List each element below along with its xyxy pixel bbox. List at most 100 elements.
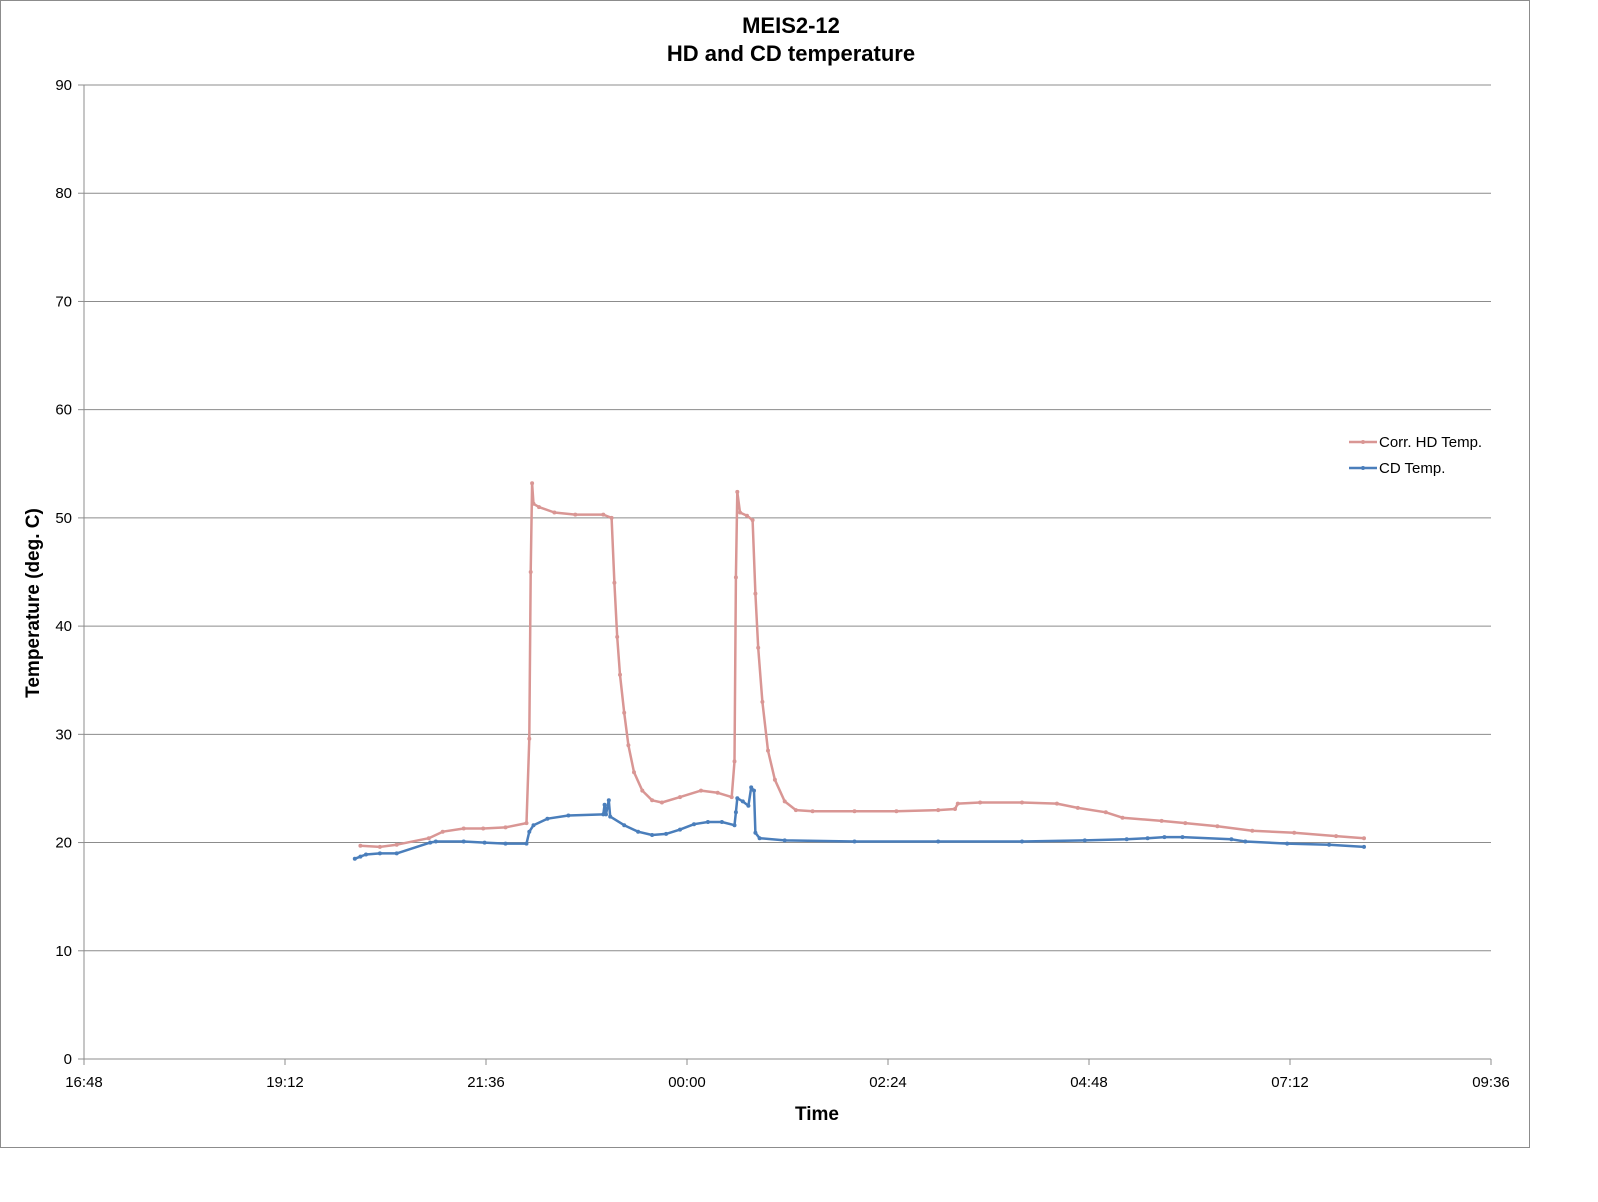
data-point xyxy=(1183,821,1188,826)
data-point xyxy=(612,580,617,585)
data-point xyxy=(753,591,758,596)
chart-frame: MEIS2-12 HD and CD temperature 0 10 20 30 40… xyxy=(0,0,1530,1148)
data-point xyxy=(622,710,627,715)
data-point xyxy=(530,481,535,486)
data-point xyxy=(440,829,445,834)
gridlines xyxy=(84,84,1491,952)
data-point xyxy=(531,823,536,828)
data-point xyxy=(602,802,607,807)
data-point xyxy=(753,830,758,835)
data-point xyxy=(377,844,382,849)
x-axis-title: Time xyxy=(795,1104,839,1125)
y-axis-title: Temperature (deg. C) xyxy=(23,508,44,698)
data-point xyxy=(650,798,655,803)
data-point xyxy=(601,512,606,517)
data-point xyxy=(604,812,608,817)
data-point xyxy=(936,808,941,813)
data-point xyxy=(1243,839,1248,844)
legend-label-corr-hd-temp: Corr. HD Temp. xyxy=(1379,434,1482,451)
data-point xyxy=(749,785,754,790)
data-point xyxy=(527,829,532,834)
y-tick-labels: 0 10 20 30 40 50 60 70 80 90 xyxy=(55,77,72,1068)
axes xyxy=(78,84,1492,1065)
data-point xyxy=(352,856,357,861)
data-point xyxy=(978,800,983,805)
data-point xyxy=(636,829,641,834)
data-point xyxy=(528,570,533,574)
data-point xyxy=(632,770,636,775)
data-point xyxy=(1075,805,1080,810)
data-point xyxy=(746,803,751,808)
data-point xyxy=(1229,837,1234,842)
data-point xyxy=(552,510,557,515)
data-point xyxy=(678,795,682,800)
data-point xyxy=(766,748,770,753)
data-point xyxy=(394,851,399,856)
data-point xyxy=(852,839,857,844)
data-point xyxy=(782,838,787,843)
chart-subtitle: HD and CD temperature xyxy=(667,41,915,66)
data-point xyxy=(608,814,613,819)
data-point xyxy=(1020,800,1024,805)
data-point xyxy=(566,813,571,818)
data-point xyxy=(1120,815,1125,820)
data-point xyxy=(732,823,737,828)
data-point xyxy=(524,841,529,846)
y-tick-label: 40 xyxy=(55,618,72,635)
series-cd-temp xyxy=(352,785,1366,861)
data-point xyxy=(852,809,857,814)
data-point xyxy=(537,505,541,510)
x-tick-label: 07:12 xyxy=(1271,1074,1309,1091)
series-corr-hd-temp xyxy=(358,481,1366,849)
data-point xyxy=(955,801,960,806)
data-point xyxy=(433,839,438,844)
data-point xyxy=(1054,801,1059,806)
data-point xyxy=(735,489,740,494)
data-point xyxy=(358,843,363,848)
data-point xyxy=(678,827,682,832)
legend: Corr. HD Temp. CD Temp. xyxy=(1349,434,1482,477)
data-point xyxy=(757,836,762,841)
data-point xyxy=(1215,824,1220,829)
data-point xyxy=(705,820,710,824)
x-tick-label: 21:36 xyxy=(467,1074,505,1091)
data-point xyxy=(615,634,620,639)
data-point xyxy=(750,518,755,523)
data-point xyxy=(936,839,941,844)
data-point xyxy=(461,826,466,831)
data-point xyxy=(482,840,487,845)
data-point xyxy=(1250,828,1255,833)
data-point xyxy=(531,501,536,506)
data-point xyxy=(1180,835,1185,840)
data-point xyxy=(732,759,737,764)
data-point xyxy=(428,840,433,845)
data-point xyxy=(756,645,761,650)
data-point xyxy=(545,816,550,821)
data-point xyxy=(481,826,486,831)
data-point xyxy=(573,512,578,517)
y-tick-label: 0 xyxy=(64,1051,72,1068)
data-point xyxy=(760,699,765,704)
data-point xyxy=(793,808,798,813)
data-point xyxy=(782,799,787,804)
data-point xyxy=(699,788,703,793)
y-tick-label: 50 xyxy=(55,510,72,527)
data-point xyxy=(719,820,724,824)
data-point xyxy=(426,836,431,841)
data-point xyxy=(752,788,756,793)
data-point xyxy=(894,809,899,814)
data-point xyxy=(740,799,745,804)
data-point xyxy=(735,796,740,801)
data-point xyxy=(738,510,742,515)
x-tick-label: 16:48 xyxy=(65,1074,103,1091)
data-point xyxy=(1103,810,1108,815)
data-point xyxy=(1145,836,1150,841)
series-layer xyxy=(352,481,1366,861)
data-point xyxy=(1020,839,1024,844)
y-tick-label: 30 xyxy=(55,726,72,743)
data-point xyxy=(664,831,669,836)
data-point xyxy=(609,515,614,520)
data-point xyxy=(1362,836,1366,841)
data-point xyxy=(729,795,734,800)
legend-marker-corr-hd-temp xyxy=(1361,440,1365,444)
